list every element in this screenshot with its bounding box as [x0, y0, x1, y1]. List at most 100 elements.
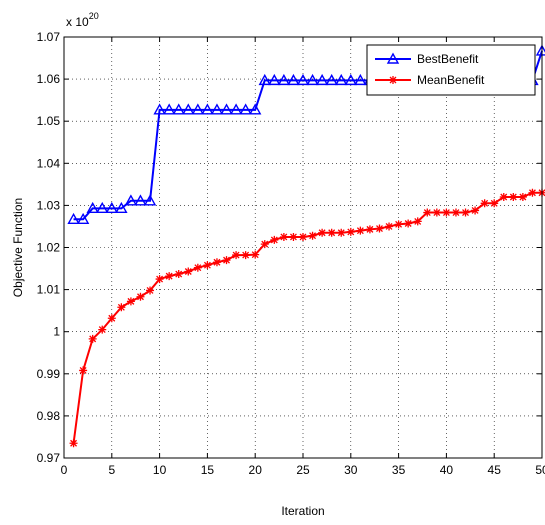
y-tick-label: 1.07 — [37, 30, 61, 44]
data-point-meanbenefit — [471, 206, 480, 215]
data-point-meanbenefit — [404, 219, 413, 228]
x-tick-label: 0 — [61, 463, 68, 477]
x-tick-label: 45 — [488, 463, 502, 477]
data-point-meanbenefit — [356, 226, 365, 235]
data-point-bestbenefit — [287, 73, 300, 86]
data-point-bestbenefit — [277, 73, 291, 86]
data-point-meanbenefit — [126, 297, 135, 306]
data-point-meanbenefit — [174, 270, 183, 279]
legend-marker-bestbenefit — [386, 52, 400, 64]
data-point-bestbenefit — [191, 103, 205, 115]
y-tick-label: 1 — [53, 325, 60, 339]
y-axis-ticks: 0.97 0.98 0.99 1 1.01 1.02 1.03 1.04 1.05 1.06 1.0… — [37, 30, 542, 465]
data-point-bestbenefit — [153, 103, 166, 115]
data-point-meanbenefit — [337, 228, 346, 237]
data-point-meanbenefit — [98, 325, 107, 334]
data-point-meanbenefit — [232, 251, 241, 260]
data-point-meanbenefit — [117, 303, 126, 312]
data-point-meanbenefit — [451, 208, 460, 217]
x-axis-ticks: 0 5 10 15 20 25 30 35 40 45 50 — [61, 37, 545, 477]
data-point-bestbenefit — [134, 194, 147, 206]
data-point-meanbenefit — [279, 232, 288, 241]
data-point-bestbenefit — [315, 73, 329, 86]
data-point-meanbenefit — [251, 250, 260, 259]
y-tick-label: 1.01 — [37, 283, 61, 297]
data-point-meanbenefit — [423, 208, 432, 217]
data-point-bestbenefit — [201, 103, 214, 115]
data-point-meanbenefit — [442, 208, 451, 217]
data-point-meanbenefit — [241, 251, 250, 260]
y-tick-label: 1.02 — [37, 241, 61, 255]
y-axis-exponent-power: 20 — [89, 11, 99, 21]
data-point-bestbenefit — [325, 73, 338, 86]
data-point-meanbenefit — [394, 220, 403, 229]
data-point-meanbenefit — [299, 232, 307, 241]
x-tick-label: 10 — [153, 463, 167, 477]
x-tick-label: 15 — [201, 463, 215, 477]
data-point-bestbenefit — [354, 73, 367, 86]
data-point-bestbenefit — [249, 103, 262, 115]
data-point-meanbenefit — [509, 192, 518, 201]
data-point-meanbenefit — [480, 199, 489, 208]
data-point-meanbenefit — [518, 192, 527, 201]
data-point-meanbenefit — [146, 286, 155, 295]
data-point-meanbenefit — [69, 439, 78, 448]
data-point-meanbenefit — [79, 366, 88, 375]
data-point-bestbenefit — [344, 73, 357, 86]
data-point-bestbenefit — [268, 73, 281, 86]
data-point-bestbenefit — [124, 194, 138, 206]
data-point-bestbenefit — [182, 103, 195, 115]
data-point-meanbenefit — [461, 208, 470, 217]
legend-box — [366, 44, 536, 96]
y-tick-label: 1.06 — [37, 72, 61, 86]
data-point-meanbenefit — [270, 235, 279, 244]
data-point-meanbenefit — [346, 227, 355, 236]
data-point-bestbenefit — [115, 201, 128, 214]
data-point-meanbenefit — [327, 228, 336, 237]
x-tick-label: 35 — [392, 463, 406, 477]
data-point-bestbenefit — [220, 103, 233, 115]
x-tick-label: 40 — [440, 463, 454, 477]
data-point-bestbenefit — [229, 103, 243, 115]
data-point-meanbenefit — [212, 258, 221, 267]
legend-label-meanbenefit: MeanBenefit — [417, 73, 485, 87]
data-point-meanbenefit — [184, 267, 193, 276]
data-point-meanbenefit — [308, 231, 317, 240]
data-point-bestbenefit — [296, 73, 310, 86]
y-tick-label: 0.98 — [37, 409, 61, 423]
x-axis-label: Iteration — [281, 504, 324, 518]
legend-marker-meanbenefit — [389, 76, 397, 84]
data-point-meanbenefit — [165, 272, 174, 281]
y-axis-label: Objective Function — [11, 198, 25, 297]
y-tick-label: 1.05 — [37, 114, 61, 128]
data-point-bestbenefit — [67, 212, 80, 224]
y-tick-label: 1.03 — [37, 198, 61, 212]
data-point-meanbenefit — [260, 240, 269, 249]
data-point-meanbenefit — [490, 199, 499, 208]
data-point-meanbenefit — [432, 208, 441, 217]
data-point-meanbenefit — [385, 222, 394, 231]
legend: BestBenefit MeanBenefit — [366, 44, 536, 96]
data-point-meanbenefit — [499, 192, 508, 201]
data-point-meanbenefit — [413, 217, 422, 226]
data-point-meanbenefit — [203, 261, 212, 270]
x-tick-label: 30 — [344, 463, 358, 477]
data-point-meanbenefit — [289, 232, 298, 241]
plot-frame — [63, 36, 543, 459]
data-point-meanbenefit — [107, 314, 116, 323]
data-point-bestbenefit — [210, 103, 224, 115]
data-point-bestbenefit — [239, 103, 252, 115]
data-point-meanbenefit — [528, 188, 537, 197]
data-point-meanbenefit — [375, 224, 384, 233]
data-point-meanbenefit — [222, 256, 231, 265]
data-point-bestbenefit — [172, 103, 185, 115]
x-tick-label: 20 — [249, 463, 263, 477]
data-point-meanbenefit — [365, 225, 374, 234]
x-tick-label: 5 — [108, 463, 115, 477]
data-point-bestbenefit — [162, 103, 176, 115]
data-point-meanbenefit — [155, 275, 164, 284]
y-tick-label: 1.04 — [37, 156, 61, 170]
data-point-bestbenefit — [105, 201, 118, 214]
data-point-bestbenefit — [306, 73, 319, 86]
